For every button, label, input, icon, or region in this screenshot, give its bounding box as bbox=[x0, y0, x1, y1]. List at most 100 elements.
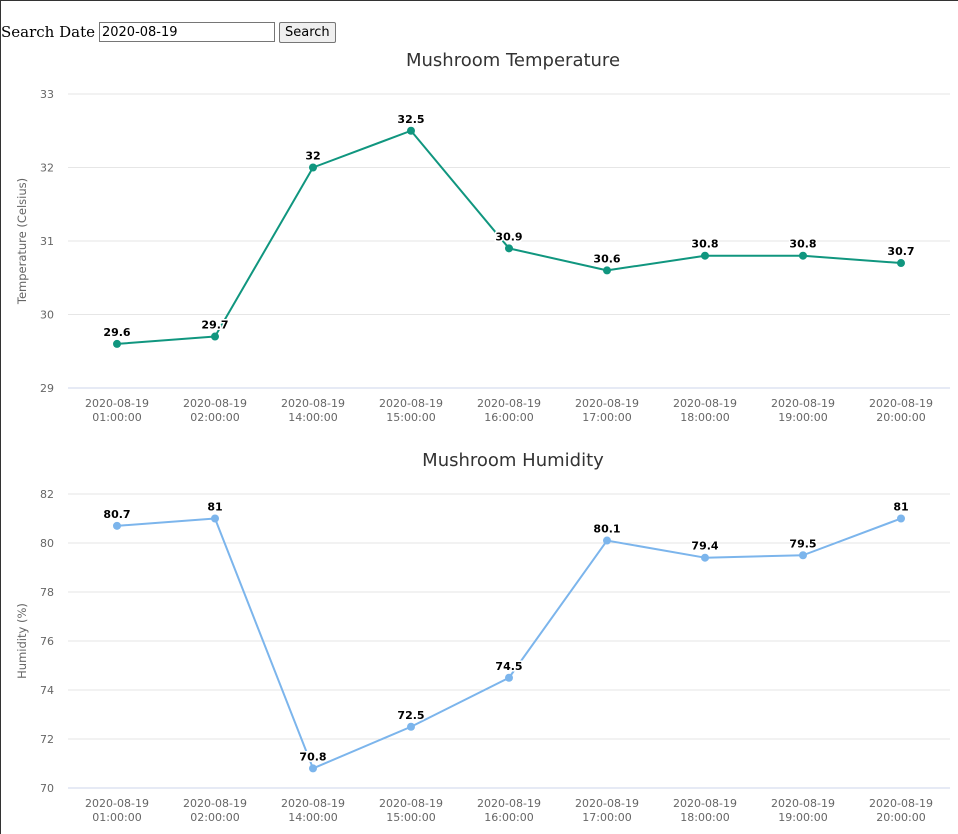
y-tick-label: 74 bbox=[40, 684, 54, 697]
x-tick-label: 2020-08-19 19:00:00 bbox=[771, 797, 835, 824]
data-point[interactable] bbox=[407, 722, 415, 731]
x-tick-label-line: 14:00:00 bbox=[288, 811, 337, 824]
data-label: 30.8 bbox=[691, 238, 718, 251]
data-label: 30.9 bbox=[495, 230, 522, 243]
x-tick-label-line: 2020-08-19 bbox=[183, 397, 247, 410]
y-tick-label: 76 bbox=[40, 635, 54, 648]
x-tick-label-line: 15:00:00 bbox=[386, 811, 435, 824]
x-tick-label-line: 19:00:00 bbox=[778, 811, 827, 824]
x-tick-label-line: 16:00:00 bbox=[484, 811, 533, 824]
data-point[interactable] bbox=[309, 163, 317, 172]
x-tick-label: 2020-08-19 02:00:00 bbox=[183, 797, 247, 824]
data-point[interactable] bbox=[407, 126, 415, 135]
x-tick-label-line: 2020-08-19 bbox=[379, 397, 443, 410]
x-tick-label-line: 17:00:00 bbox=[582, 811, 631, 824]
temperature-chart: Mushroom Temperature Temperature (Celsius… bbox=[15, 50, 950, 424]
search-button[interactable]: Search bbox=[278, 21, 336, 43]
x-tick-label-line: 2020-08-19 bbox=[869, 797, 933, 810]
y-tick-label: 72 bbox=[40, 733, 54, 746]
x-tick-label: 2020-08-19 14:00:00 bbox=[281, 397, 345, 424]
x-tick-label: 2020-08-19 19:00:00 bbox=[771, 397, 835, 424]
x-tick-label-line: 2020-08-19 bbox=[85, 397, 149, 410]
x-tick-label-line: 14:00:00 bbox=[288, 411, 337, 424]
y-axis-label: Humidity (%) bbox=[15, 603, 29, 679]
data-label: 30.8 bbox=[789, 238, 816, 251]
data-point[interactable] bbox=[211, 514, 219, 523]
data-point[interactable] bbox=[505, 244, 513, 253]
x-tick-label-line: 20:00:00 bbox=[876, 411, 925, 424]
data-point[interactable] bbox=[897, 259, 905, 268]
data-point[interactable] bbox=[113, 339, 121, 348]
data-point[interactable] bbox=[799, 551, 807, 560]
x-tick-label: 2020-08-19 18:00:00 bbox=[673, 797, 737, 824]
chart-title: Mushroom Humidity bbox=[422, 450, 604, 471]
x-tick-label: 2020-08-19 15:00:00 bbox=[379, 797, 443, 824]
x-tick-label-line: 2020-08-19 bbox=[673, 397, 737, 410]
data-label: 79.5 bbox=[789, 537, 816, 550]
data-point[interactable] bbox=[701, 553, 709, 562]
x-tick-label-line: 2020-08-19 bbox=[379, 797, 443, 810]
y-tick-label: 82 bbox=[40, 488, 54, 501]
x-tick-label-line: 02:00:00 bbox=[190, 411, 239, 424]
y-axis-label: Temperature (Celsius) bbox=[15, 178, 29, 305]
x-tick-label-line: 2020-08-19 bbox=[183, 797, 247, 810]
data-label: 81 bbox=[893, 501, 908, 514]
x-tick-label-line: 01:00:00 bbox=[92, 411, 141, 424]
x-tick-label-line: 02:00:00 bbox=[190, 811, 239, 824]
data-point[interactable] bbox=[505, 673, 513, 682]
x-tick-label-line: 2020-08-19 bbox=[477, 397, 541, 410]
data-label: 29.7 bbox=[201, 319, 228, 332]
x-tick-label-line: 2020-08-19 bbox=[85, 797, 149, 810]
x-tick-label-line: 2020-08-19 bbox=[575, 797, 639, 810]
x-tick-label-line: 2020-08-19 bbox=[477, 797, 541, 810]
data-label: 29.6 bbox=[103, 326, 130, 339]
x-tick-label: 2020-08-19 16:00:00 bbox=[477, 397, 541, 424]
data-label: 32.5 bbox=[397, 113, 424, 126]
y-tick-label: 29 bbox=[40, 382, 54, 395]
x-tick-label: 2020-08-19 18:00:00 bbox=[673, 397, 737, 424]
data-point[interactable] bbox=[799, 251, 807, 260]
data-label: 72.5 bbox=[397, 709, 424, 722]
data-label: 81 bbox=[207, 501, 222, 514]
y-tick-label: 31 bbox=[40, 235, 54, 248]
x-tick-label-line: 18:00:00 bbox=[680, 811, 729, 824]
search-bar: Search Date Search bbox=[1, 21, 336, 43]
x-tick-label-line: 20:00:00 bbox=[876, 811, 925, 824]
data-label: 70.8 bbox=[299, 750, 326, 763]
data-point[interactable] bbox=[211, 332, 219, 341]
data-label: 79.4 bbox=[691, 540, 718, 553]
data-point[interactable] bbox=[897, 514, 905, 523]
x-tick-label-line: 2020-08-19 bbox=[281, 397, 345, 410]
y-tick-label: 80 bbox=[40, 537, 54, 550]
y-tick-label: 78 bbox=[40, 586, 54, 599]
x-tick-label-line: 2020-08-19 bbox=[771, 397, 835, 410]
x-tick-label: 2020-08-19 02:00:00 bbox=[183, 397, 247, 424]
x-tick-label-line: 2020-08-19 bbox=[281, 797, 345, 810]
y-tick-label: 30 bbox=[40, 309, 54, 322]
data-label: 30.6 bbox=[593, 252, 620, 265]
data-label: 30.7 bbox=[887, 245, 914, 258]
y-tick-label: 33 bbox=[40, 88, 54, 101]
x-tick-label: 2020-08-19 15:00:00 bbox=[379, 397, 443, 424]
x-tick-label-line: 16:00:00 bbox=[484, 411, 533, 424]
data-point[interactable] bbox=[113, 521, 121, 530]
x-tick-label: 2020-08-19 01:00:00 bbox=[85, 797, 149, 824]
data-point[interactable] bbox=[603, 266, 611, 275]
x-tick-label: 2020-08-19 14:00:00 bbox=[281, 797, 345, 824]
y-tick-label: 70 bbox=[40, 782, 54, 795]
data-label: 32 bbox=[305, 150, 320, 163]
x-tick-label-line: 2020-08-19 bbox=[869, 397, 933, 410]
search-date-input[interactable] bbox=[98, 22, 275, 42]
data-point[interactable] bbox=[701, 251, 709, 260]
data-point[interactable] bbox=[309, 764, 317, 773]
x-tick-label: 2020-08-19 20:00:00 bbox=[869, 797, 933, 824]
x-tick-label-line: 2020-08-19 bbox=[673, 797, 737, 810]
chart-title: Mushroom Temperature bbox=[406, 50, 620, 71]
data-point[interactable] bbox=[603, 536, 611, 545]
data-label: 80.7 bbox=[103, 508, 130, 521]
x-tick-label-line: 17:00:00 bbox=[582, 411, 631, 424]
humidity-chart: Mushroom Humidity Humidity (%) 70 72 74 76 78 8… bbox=[15, 450, 950, 824]
search-date-label: Search Date bbox=[1, 23, 95, 41]
x-tick-label: 2020-08-19 01:00:00 bbox=[85, 397, 149, 424]
x-tick-label-line: 19:00:00 bbox=[778, 411, 827, 424]
